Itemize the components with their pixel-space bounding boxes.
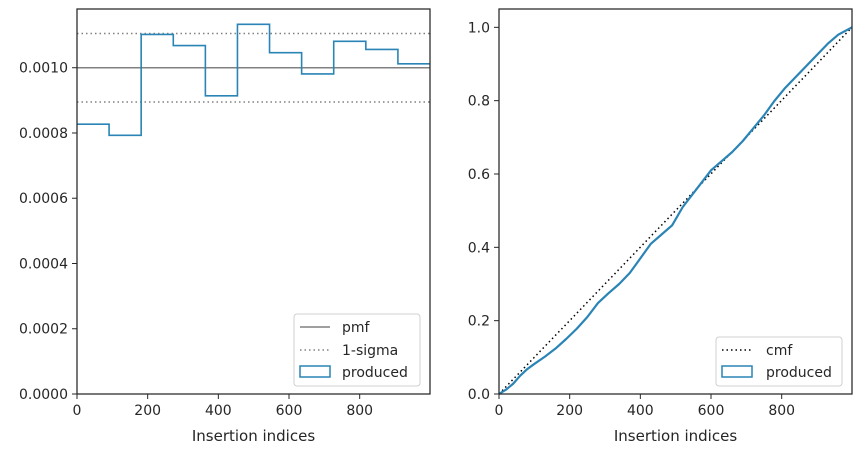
right-x-tick-label: 600	[698, 403, 725, 419]
legend-produced-label-right: produced	[766, 365, 832, 381]
left-x-axis-label: Insertion indices	[192, 427, 315, 445]
right-y-tick-label: 0.2	[468, 314, 490, 330]
right-legend: cmf produced	[715, 336, 843, 387]
right-cmf-panel: 0 200 400 600 800 0.0 0.2 0.4 0.6 0.8 1.0 Inserti…	[468, 8, 853, 445]
right-y-tick-label: 0.6	[468, 167, 490, 183]
produced-histogram-step	[77, 23, 430, 137]
left-legend-box	[293, 313, 421, 387]
left-y-tick-label: 0.0008	[19, 126, 68, 142]
left-pmf-panel: 0 200 400 600 800 0.00000.00020.00040.00060.…	[19, 8, 431, 445]
right-x-tick-label: 800	[768, 403, 795, 419]
left-plot-area	[77, 23, 430, 137]
legend-produced-swatch-right	[721, 365, 753, 378]
right-x-tick-label: 400	[627, 403, 654, 419]
left-y-tick-label: 0.0010	[19, 61, 68, 77]
right-y-tick-label: 0.0	[468, 387, 490, 403]
left-x-tick-label: 0	[73, 403, 82, 419]
left-legend: pmf 1-sigma produced	[293, 313, 421, 387]
legend-cmf-label: cmf	[766, 343, 793, 359]
legend-produced-swatch-left	[299, 365, 331, 378]
left-y-tick-label: 0.0000	[19, 387, 68, 403]
left-x-tick-label: 800	[346, 403, 373, 419]
produced-cumulative-line	[498, 26, 853, 395]
left-axes-frame	[76, 8, 431, 395]
cmf-line	[498, 26, 853, 395]
right-plot-area	[498, 26, 853, 395]
right-x-ticks: 0 200 400 600 800	[495, 394, 795, 419]
right-legend-box	[715, 336, 843, 387]
left-x-tick-label: 600	[276, 403, 303, 419]
right-x-tick-label: 0	[495, 403, 504, 419]
left-y-ticks: 0.0000 0.0002 0.0004 0.0006 0.0008 0.0010	[19, 61, 77, 403]
legend-produced-label-left: produced	[342, 365, 408, 381]
left-y-tick-label: 0.0004	[19, 256, 68, 272]
right-y-tick-label: 0.4	[468, 240, 490, 256]
left-x-tick-label: 200	[134, 403, 161, 419]
left-x-tick-label: 400	[205, 403, 232, 419]
right-y-tick-label: 1.0	[468, 20, 490, 36]
legend-pmf-label: pmf	[342, 320, 371, 336]
left-y-tick-label: 0.0002	[19, 322, 68, 338]
right-y-tick-label: 0.8	[468, 94, 490, 110]
left-y-tick-label: 0.0006	[19, 191, 68, 207]
right-axes-frame	[498, 8, 853, 395]
legend-1sigma-label: 1-sigma	[342, 343, 398, 359]
left-x-ticks: 0 200 400 600 800	[73, 394, 373, 419]
right-y-ticks: 0.0 0.2 0.4 0.6 0.8 1.0	[468, 20, 499, 403]
right-x-tick-label: 200	[556, 403, 583, 419]
right-x-axis-label: Insertion indices	[614, 427, 737, 445]
